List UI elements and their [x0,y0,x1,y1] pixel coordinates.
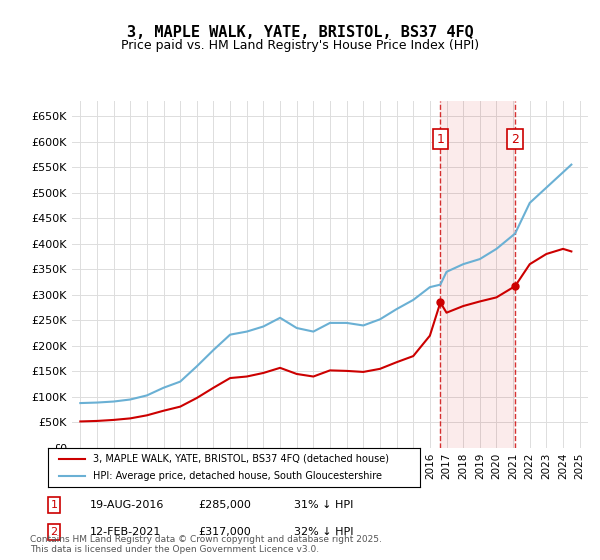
Text: 12-FEB-2021: 12-FEB-2021 [90,527,161,537]
Text: £285,000: £285,000 [198,500,251,510]
Text: 32% ↓ HPI: 32% ↓ HPI [294,527,353,537]
Text: Contains HM Land Registry data © Crown copyright and database right 2025.
This d: Contains HM Land Registry data © Crown c… [30,535,382,554]
Text: 3, MAPLE WALK, YATE, BRISTOL, BS37 4FQ: 3, MAPLE WALK, YATE, BRISTOL, BS37 4FQ [127,25,473,40]
Text: 3, MAPLE WALK, YATE, BRISTOL, BS37 4FQ (detached house): 3, MAPLE WALK, YATE, BRISTOL, BS37 4FQ (… [92,454,389,464]
Text: 19-AUG-2016: 19-AUG-2016 [90,500,164,510]
Text: 2: 2 [511,133,519,146]
Text: £317,000: £317,000 [198,527,251,537]
Text: Price paid vs. HM Land Registry's House Price Index (HPI): Price paid vs. HM Land Registry's House … [121,39,479,52]
Text: 31% ↓ HPI: 31% ↓ HPI [294,500,353,510]
Text: 1: 1 [50,500,58,510]
Bar [440,101,515,448]
Text: 2: 2 [50,527,58,537]
Text: HPI: Average price, detached house, South Gloucestershire: HPI: Average price, detached house, Sout… [92,471,382,481]
Text: 1: 1 [436,133,444,146]
